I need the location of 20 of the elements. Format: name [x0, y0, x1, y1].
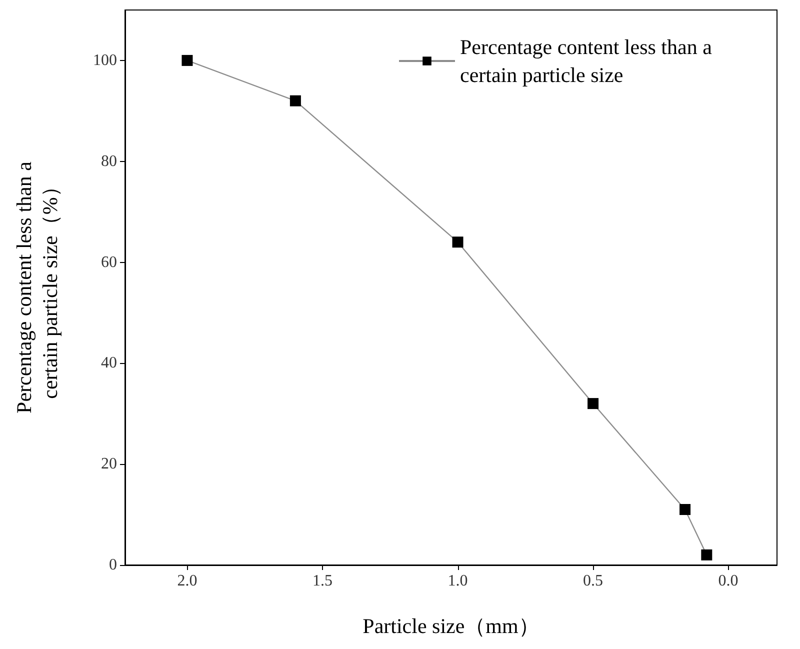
x-tick-label: 1.0	[448, 572, 468, 590]
point	[182, 54, 193, 66]
legend-label: Percentage content less than a certain particle size	[460, 35, 718, 87]
y-tick-label: 40	[101, 354, 117, 372]
x-tick-label: 2.0	[177, 572, 198, 590]
x-tick-label: 1.5	[312, 572, 332, 590]
point	[680, 504, 691, 515]
point	[290, 95, 301, 106]
x-tick-label: 0.0	[718, 572, 738, 590]
x-tick-label: 0.5	[583, 572, 604, 590]
y-tick-label: 80	[101, 152, 117, 170]
y-tick-label: 0	[109, 556, 117, 574]
y-tick-label: 20	[101, 456, 117, 473]
y-axis-title: Percentage content less than a certain particle size（%）	[12, 160, 62, 414]
y-tick-label: 60	[101, 254, 117, 271]
y-tick-label: 100	[93, 52, 117, 69]
point	[701, 549, 712, 560]
point	[452, 236, 464, 248]
point	[588, 398, 599, 410]
x-axis-title: Particle size（mm）	[362, 614, 540, 638]
